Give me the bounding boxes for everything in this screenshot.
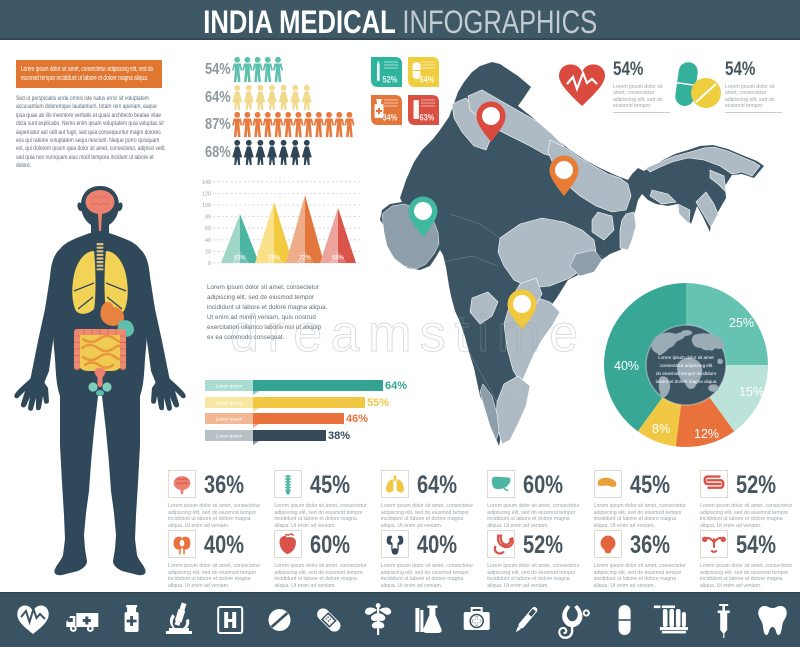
svg-text:0: 0 <box>208 261 211 267</box>
svg-text:63%: 63% <box>420 112 435 123</box>
svg-text:46%: 46% <box>346 413 368 425</box>
svg-text:34%: 34% <box>383 112 398 123</box>
svg-text:do eiusmod tempor incididunt: do eiusmod tempor incididunt <box>656 371 717 376</box>
svg-text:120: 120 <box>202 191 211 197</box>
svg-text:8%: 8% <box>652 422 670 436</box>
svg-text:64%: 64% <box>385 380 407 392</box>
svg-text:20: 20 <box>205 249 211 255</box>
svg-text:63%: 63% <box>234 256 247 262</box>
svg-text:Lorem ipsum dolor sit amet: Lorem ipsum dolor sit amet <box>658 355 714 360</box>
svg-text:38%: 38% <box>328 430 350 442</box>
svg-text:60: 60 <box>205 226 211 232</box>
svg-text:25%: 25% <box>729 316 754 330</box>
svg-text:40: 40 <box>205 238 211 244</box>
svg-text:consectetur adipiscing elit: consectetur adipiscing elit <box>660 363 713 368</box>
svg-text:140: 140 <box>202 180 211 186</box>
svg-text:Lorem ipsum: Lorem ipsum <box>216 401 243 406</box>
svg-text:Lorem ipsum: Lorem ipsum <box>216 434 243 439</box>
svg-text:55%: 55% <box>367 397 389 409</box>
svg-text:80: 80 <box>205 215 211 221</box>
svg-text:72%: 72% <box>299 256 312 262</box>
svg-text:40%: 40% <box>614 359 639 373</box>
svg-text:100: 100 <box>202 203 211 209</box>
svg-text:58%: 58% <box>332 256 345 262</box>
svg-text:Lorem ipsum: Lorem ipsum <box>216 384 243 389</box>
svg-text:78%: 78% <box>268 256 281 262</box>
svg-text:labore et dolore magna aliqua: labore et dolore magna aliqua <box>656 379 717 384</box>
svg-text:12%: 12% <box>694 427 719 441</box>
svg-text:52%: 52% <box>383 74 398 85</box>
svg-text:64%: 64% <box>420 74 435 85</box>
svg-text:15%: 15% <box>739 385 764 399</box>
svg-text:Lorem ipsum: Lorem ipsum <box>216 417 243 422</box>
